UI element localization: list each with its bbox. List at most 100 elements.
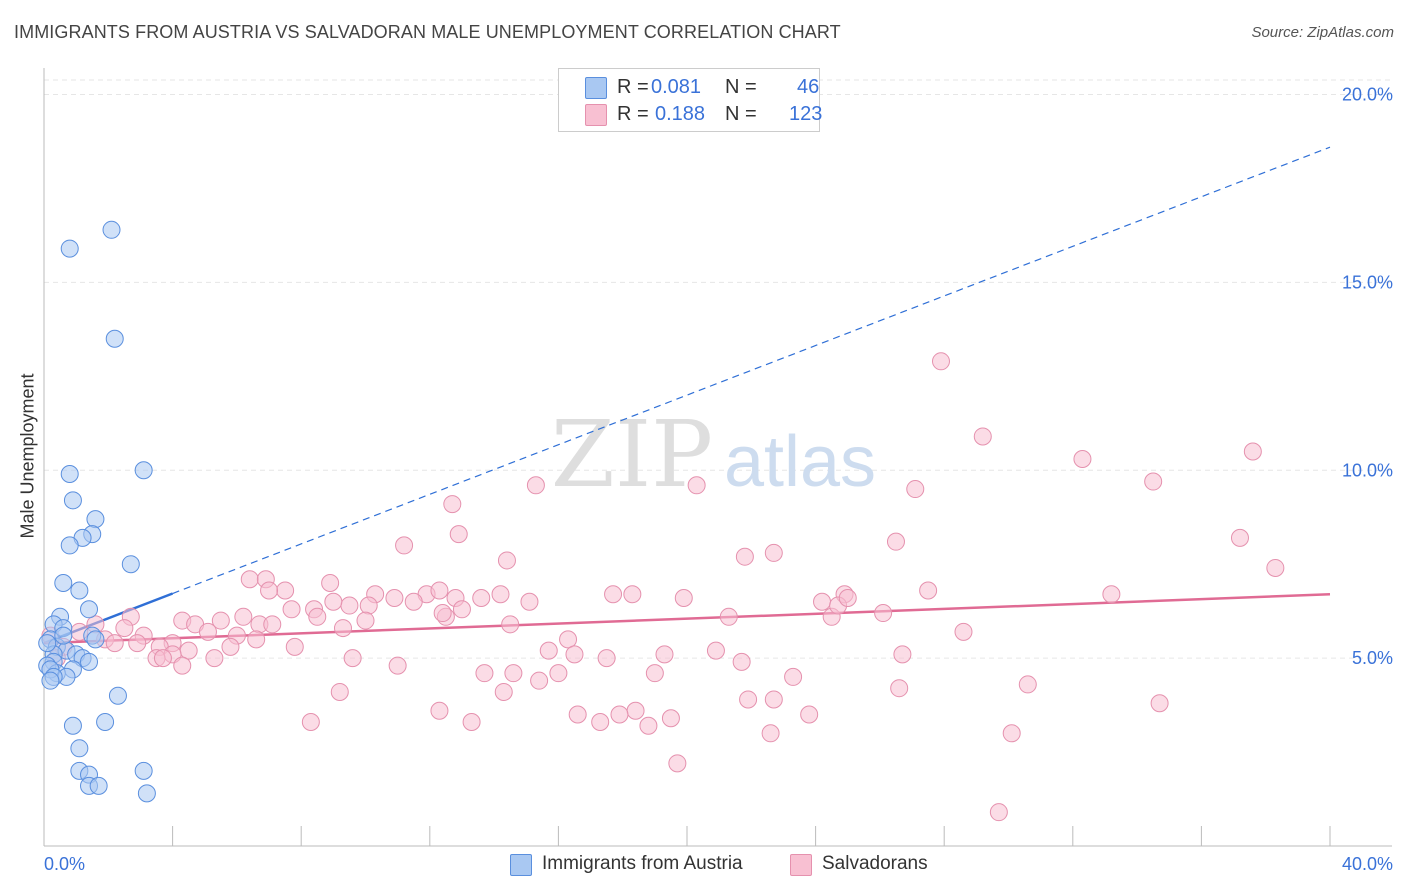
salvadoran-point [472, 589, 491, 608]
salvadoran-point [321, 573, 340, 592]
austria-point [89, 776, 108, 795]
legend-r-label: R = [617, 76, 649, 98]
salvadoran-point [343, 649, 362, 668]
salvadoran-point [800, 705, 819, 724]
salvadoran-point [276, 581, 295, 600]
legend-n-label: N = [725, 76, 757, 98]
austria-point [108, 686, 127, 705]
legend-swatch-salvadoran [790, 854, 812, 876]
salvadoran-point [568, 705, 587, 724]
salvadoran-point [105, 634, 124, 653]
salvadoran-point [115, 619, 134, 638]
salvadoran-point [285, 637, 304, 656]
salvadoran-point [240, 570, 259, 589]
salvadoran-point [443, 495, 462, 514]
austria-point [54, 573, 73, 592]
source-credit: Source: ZipAtlas.com [1251, 24, 1394, 41]
trend-line-austria-dashed [172, 146, 1331, 595]
salvadoran-point [404, 592, 423, 611]
y-tick-label: 15.0% [1342, 272, 1393, 292]
salvadoran-point [954, 622, 973, 641]
salvadoran-point [623, 585, 642, 604]
salvadoran-point [893, 645, 912, 664]
salvadoran-point [1102, 585, 1121, 604]
legend-r-value: 0.081 [651, 76, 702, 98]
salvadoran-point [247, 630, 266, 649]
austria-point [134, 761, 153, 780]
salvadoran-point [340, 596, 359, 615]
salvadoran-point [1018, 675, 1037, 694]
salvadoran-point [395, 536, 414, 555]
stats-legend: R = 0.081 N = 46 R = 0.188 N = 123 [558, 68, 823, 132]
salvadoran-point [356, 611, 375, 630]
salvadoran-point [1266, 558, 1285, 577]
austria-point [60, 465, 79, 484]
salvadoran-point [906, 480, 925, 499]
salvadoran-point [739, 690, 758, 709]
austria-point [80, 652, 99, 671]
salvadoran-point [179, 641, 198, 660]
salvadoran-point [1150, 694, 1169, 713]
salvadoran-point [874, 604, 893, 623]
salvadoran-point [128, 634, 147, 653]
legend-n-value: 123 [789, 103, 823, 125]
austria-point [70, 581, 89, 600]
austria-point [86, 510, 105, 529]
tick-labels: 5.0% 10.0% 15.0% 20.0% 0.0% 40.0% [44, 85, 1393, 874]
legend-label-austria: Immigrants from Austria [542, 853, 743, 874]
trend-lines [43, 146, 1331, 645]
salvadoran-point [205, 649, 224, 668]
salvadoran-point [494, 682, 513, 701]
legend-r-label: R = [617, 103, 649, 125]
austria-point [86, 630, 105, 649]
watermark: ZIP atlas [551, 401, 876, 508]
data-points [38, 220, 1285, 822]
legend-n-label: N = [725, 103, 757, 125]
salvadoran-point [333, 619, 352, 638]
salvadoran-point [719, 607, 738, 626]
austria-point [102, 220, 121, 239]
salvadoran-point [221, 637, 240, 656]
salvadoran-point [661, 709, 680, 728]
salvadoran-point [449, 525, 468, 544]
axes [43, 68, 1392, 847]
salvadoran-point [308, 607, 327, 626]
y-tick-label: 20.0% [1342, 85, 1393, 105]
salvadoran-point [735, 547, 754, 566]
austria-point [96, 713, 115, 732]
salvadoran-point [764, 543, 783, 562]
legend-swatch-austria [585, 77, 607, 99]
legend-n-value: 46 [797, 76, 820, 98]
salvadoran-point [784, 667, 803, 686]
salvadoran-point [973, 427, 992, 446]
legend-swatch-austria [510, 854, 532, 876]
watermark-atlas: atlas [724, 422, 876, 502]
salvadoran-point [153, 649, 172, 668]
salvadoran-point [234, 607, 253, 626]
salvadoran-point [886, 532, 905, 551]
austria-point [105, 329, 124, 348]
salvadoran-point [388, 656, 407, 675]
austria-point [60, 239, 79, 258]
salvadoran-point [1243, 442, 1262, 461]
salvadoran-point [559, 630, 578, 649]
salvadoran-point [433, 604, 452, 623]
x-tick-label: 40.0% [1342, 854, 1393, 874]
salvadoran-point [260, 581, 279, 600]
salvadoran-point [1073, 450, 1092, 468]
salvadoran-point [1144, 472, 1163, 491]
salvadoran-point [301, 713, 320, 732]
salvadoran-point [813, 592, 832, 611]
salvadoran-point [732, 652, 751, 671]
salvadoran-point [211, 611, 230, 630]
salvadoran-point [549, 664, 568, 683]
salvadoran-point [687, 476, 706, 495]
salvadoran-point [330, 682, 349, 701]
salvadoran-point [989, 803, 1008, 822]
salvadoran-point [462, 713, 481, 732]
watermark-zip: ZIP [551, 401, 713, 508]
chart-title: IMMIGRANTS FROM AUSTRIA VS SALVADORAN MA… [14, 22, 841, 42]
salvadoran-point [604, 585, 623, 604]
salvadoran-point [931, 352, 950, 371]
salvadoran-point [539, 641, 558, 660]
